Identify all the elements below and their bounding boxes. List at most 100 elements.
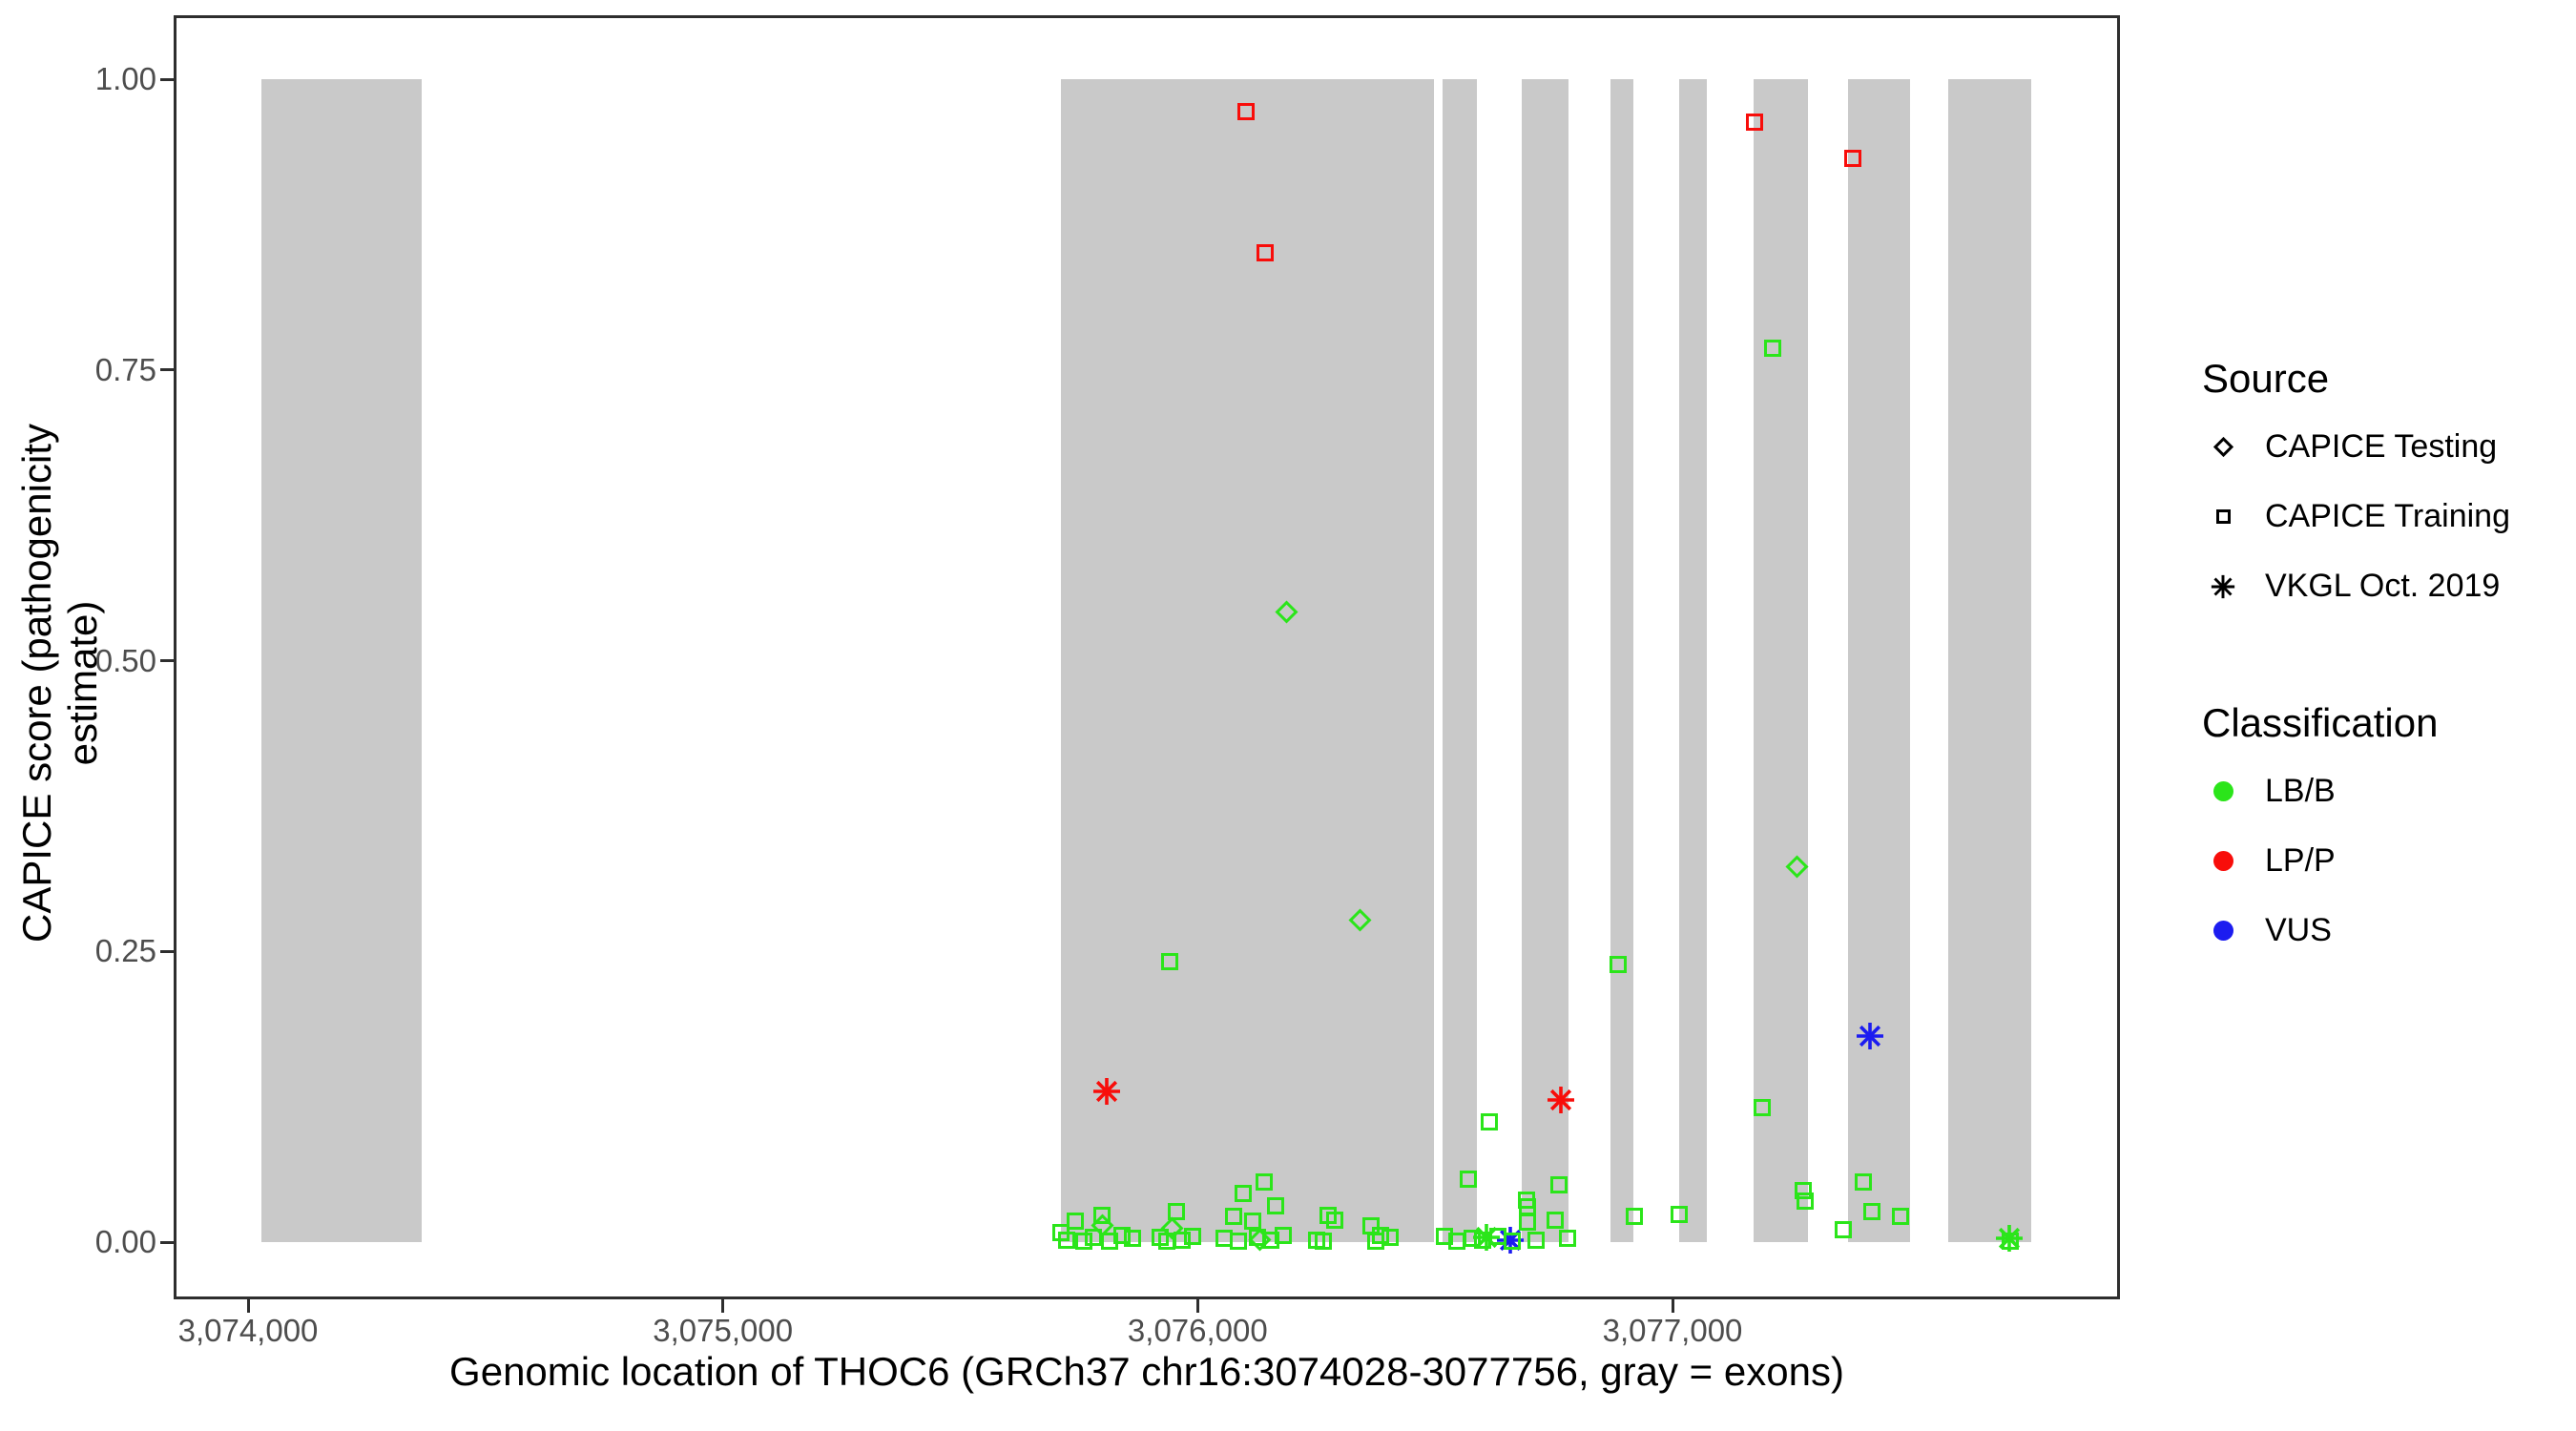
exon-bands-layer: [174, 15, 2120, 1299]
square-glyph: [1315, 1232, 1333, 1250]
square-glyph: [1161, 953, 1179, 971]
y-tick-mark: [160, 659, 174, 662]
exon-band: [1947, 79, 2032, 1242]
y-tick-mark: [160, 368, 174, 372]
legend-item-asterisk: VKGL Oct. 2019: [2202, 551, 2510, 621]
square-glyph: [1066, 1213, 1084, 1231]
square-glyph: [1092, 1206, 1111, 1224]
x-tick-label: 3,076,000: [1127, 1313, 1268, 1348]
square-glyph: [1234, 1184, 1252, 1202]
square-glyph: [1550, 1176, 1568, 1194]
asterisk-glyph: [1092, 1077, 1121, 1110]
legend-item-vus: VUS: [2202, 896, 2438, 965]
y-tick-label: 0.00: [94, 1224, 156, 1259]
square-glyph: [1229, 1232, 1247, 1250]
y-tick-label: 0.50: [94, 642, 156, 678]
y-tick-mark: [160, 77, 174, 81]
exon-band: [1754, 79, 1808, 1242]
square-glyph: [1084, 1229, 1102, 1247]
square-glyph: [1745, 114, 1763, 132]
asterisk-icon: [2202, 566, 2244, 608]
color-dot-icon: [2202, 840, 2244, 882]
square-glyph: [1167, 1203, 1185, 1221]
plot-panel: [174, 15, 2120, 1299]
legend-item-label: LB/B: [2265, 773, 2336, 809]
legend: Source CAPICE Testing CAPICE Training VKGL…: [2202, 0, 2576, 1431]
square-glyph: [1058, 1231, 1076, 1249]
x-tick-label: 3,077,000: [1602, 1313, 1743, 1348]
x-tick-mark: [1671, 1299, 1674, 1313]
x-tick-mark: [246, 1299, 250, 1313]
legend-item-label: CAPICE Training: [2265, 498, 2510, 534]
y-tick-label: 0.75: [94, 351, 156, 387]
square-glyph: [1844, 149, 1862, 167]
square-glyph: [1325, 1211, 1343, 1229]
legend-source-items: CAPICE Testing CAPICE Training VKGL Oct. 2…: [2202, 412, 2510, 621]
legend-source-title: Source: [2202, 356, 2330, 401]
y-axis-title: CAPICE score (pathogenicity estimate): [14, 424, 105, 943]
y-tick-label: 0.25: [94, 933, 156, 969]
square-glyph: [1274, 1226, 1292, 1244]
square-glyph: [1763, 339, 1781, 357]
square-glyph: [1609, 955, 1627, 973]
x-tick-mark: [1195, 1299, 1199, 1313]
legend-source-group: Source CAPICE Testing CAPICE Training VKGL…: [2202, 355, 2510, 621]
square-glyph: [1436, 1227, 1454, 1245]
legend-classification-group: Classification LB/B LP/P VUS: [2202, 699, 2438, 965]
legend-item-lp-p: LP/P: [2202, 826, 2438, 896]
color-dot-icon: [2202, 910, 2244, 952]
legend-classification-items: LB/B LP/P VUS: [2202, 757, 2438, 965]
x-axis-title: Genomic location of THOC6 (GRCh37 chr16:…: [449, 1349, 1844, 1394]
legend-item-lb-b: LB/B: [2202, 757, 2438, 826]
square-icon: [2202, 496, 2244, 538]
square-glyph: [1174, 1231, 1192, 1249]
square-glyph: [1891, 1208, 1909, 1226]
square-glyph: [1262, 1231, 1280, 1249]
square-glyph: [1237, 103, 1256, 121]
legend-item-diamond: CAPICE Testing: [2202, 412, 2510, 482]
square-glyph: [1366, 1232, 1384, 1250]
square-glyph: [1257, 243, 1274, 261]
legend-item-label: VKGL Oct. 2019: [2265, 568, 2501, 604]
square-glyph: [1546, 1211, 1564, 1229]
color-dot-icon: [2202, 771, 2244, 813]
diamond-glyph: [1785, 855, 1809, 879]
y-tick-mark: [160, 949, 174, 953]
square-glyph: [1855, 1172, 1873, 1191]
square-glyph: [1123, 1230, 1141, 1248]
legend-item-square: CAPICE Training: [2202, 482, 2510, 551]
square-glyph: [1480, 1113, 1498, 1131]
square-glyph: [1447, 1232, 1465, 1250]
square-glyph: [1754, 1098, 1772, 1116]
legend-classification-title: Classification: [2202, 700, 2439, 745]
square-glyph: [1256, 1172, 1273, 1191]
y-tick-label: 1.00: [94, 61, 156, 96]
square-glyph: [1527, 1231, 1545, 1249]
square-glyph: [1671, 1205, 1689, 1223]
square-glyph: [1519, 1213, 1537, 1232]
square-glyph: [1267, 1197, 1285, 1215]
square-glyph: [1074, 1232, 1092, 1250]
diamond-icon: [2202, 426, 2244, 468]
square-glyph: [1112, 1226, 1131, 1244]
diamond-glyph: [1348, 908, 1372, 932]
x-tick-label: 3,075,000: [653, 1313, 794, 1348]
exon-band: [1678, 79, 1708, 1242]
legend-item-label: LP/P: [2265, 842, 2336, 879]
diamond-glyph: [1275, 600, 1298, 624]
legend-item-label: CAPICE Testing: [2265, 428, 2498, 465]
exon-band: [1847, 79, 1910, 1242]
square-glyph: [1463, 1230, 1481, 1248]
x-tick-label: 3,074,000: [177, 1313, 319, 1348]
exon-band: [1061, 79, 1435, 1242]
square-glyph: [1503, 1232, 1521, 1250]
square-glyph: [1224, 1208, 1242, 1226]
exon-band: [260, 79, 422, 1242]
square-glyph: [1625, 1208, 1643, 1226]
asterisk-glyph: [1547, 1086, 1575, 1119]
exon-band: [1610, 79, 1633, 1242]
square-glyph: [1794, 1182, 1812, 1200]
asterisk-glyph: [1995, 1224, 2024, 1257]
square-glyph: [1157, 1232, 1175, 1250]
